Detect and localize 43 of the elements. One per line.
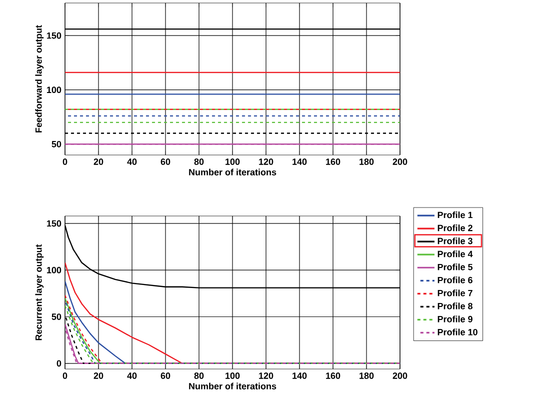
x-tick-label: 120	[259, 372, 274, 379]
y-axis-title: Recurrent layer output	[35, 244, 44, 340]
x-axis-title: Number of iterations	[189, 168, 276, 176]
x-tick-label: 80	[194, 158, 204, 165]
x-axis-title: Number of iterations	[189, 382, 276, 390]
y-tick-label: 150	[47, 32, 62, 39]
legend-label: Profile 2	[438, 224, 472, 232]
y-tick-label: 100	[47, 86, 62, 94]
x-tick-label: 140	[292, 372, 307, 379]
x-tick-label: 200	[392, 158, 408, 165]
y-tick-label: 150	[47, 220, 62, 227]
x-tick-label: 60	[160, 372, 170, 379]
legend-label: Profile 6	[438, 276, 472, 284]
y-tick-label: 50	[52, 140, 62, 148]
y-tick-label: 50	[52, 314, 62, 320]
legend-label: Profile 9	[438, 316, 472, 322]
x-tick-label: 160	[326, 372, 340, 379]
x-tick-label: 0	[62, 372, 68, 379]
x-tick-label: 100	[226, 158, 240, 165]
y-axis-title: Feedforward layer output	[35, 25, 44, 132]
legend-label: Profile 8	[438, 302, 473, 310]
x-tick-label: 160	[326, 158, 340, 165]
x-tick-label: 180	[360, 372, 374, 379]
x-tick-label: 20	[94, 158, 104, 165]
legend-label: Profile 4	[438, 250, 473, 258]
x-tick-label: 40	[127, 158, 137, 165]
x-tick-label: 120	[259, 158, 274, 165]
x-tick-label: 80	[194, 372, 204, 379]
y-tick-label: 100	[47, 266, 62, 274]
x-tick-label: 100	[226, 372, 240, 379]
x-tick-label: 20	[94, 372, 104, 379]
legend-label: Profile 5	[438, 264, 473, 270]
x-tick-label: 40	[127, 372, 137, 379]
legend-label: Profile 3	[438, 238, 472, 244]
legend-label: Profile 1	[438, 212, 473, 218]
legend-label: Profile 10	[438, 328, 478, 336]
legend-label: Profile 7	[438, 290, 472, 296]
x-tick-label: 200	[392, 372, 408, 379]
x-tick-label: 0	[62, 158, 68, 165]
x-tick-label: 60	[160, 158, 170, 165]
x-tick-label: 180	[360, 158, 374, 165]
x-tick-label: 140	[292, 158, 307, 165]
y-tick-label: 0	[56, 360, 62, 367]
